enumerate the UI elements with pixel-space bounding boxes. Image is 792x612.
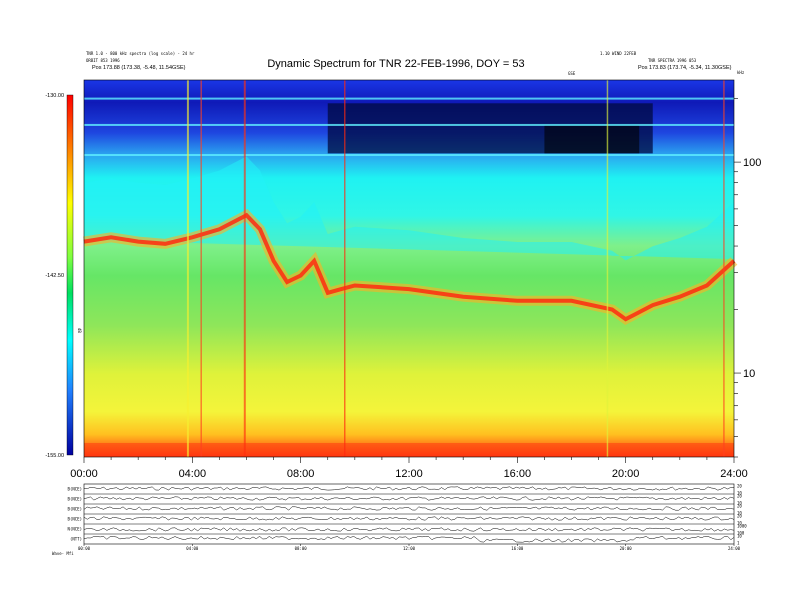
series-tick-label: 10: [737, 534, 742, 539]
series-label: B(NCE): [68, 497, 82, 502]
series-line: [83, 535, 735, 543]
series-label: B(NCE): [68, 517, 82, 522]
colorbar-unit: dB: [77, 328, 82, 333]
left-info-1: TNR 1.0 - 800 kHz spectra (log scale) - …: [86, 51, 195, 56]
series-label: (NTT): [70, 537, 82, 542]
series-tick-label: 20: [737, 504, 742, 509]
frequency-axis: 10 100 kHz: [734, 70, 761, 458]
left-position: Pos 173.88 (173.38, -5.48, 11.54GSE): [92, 65, 186, 71]
left-info-2: ORBIT 853 1996: [86, 58, 120, 63]
right-position: Pos 173.83 (173.74, -5.34, 11.30GSE): [638, 65, 732, 71]
series-tick-label: 1: [737, 541, 740, 546]
x-tick-label: 08:00: [287, 468, 315, 480]
colorbar-tick-label: -155.00: [45, 453, 64, 459]
x-tick-label: 04:00: [179, 468, 207, 480]
series-tick-label: 10: [737, 521, 742, 526]
colorbar-tick-label: -142.50: [45, 273, 64, 279]
colorbar: -130.00 -142.50 -155.00 dB: [45, 93, 82, 459]
x-tick-label: 24:00: [720, 468, 748, 480]
x-tick-label: 00:00: [70, 468, 98, 480]
bottom-x-tick-label: 04:00: [186, 546, 199, 551]
series-tick-label: 10: [737, 491, 742, 496]
y-tick-label: 10: [743, 368, 755, 380]
footer-label: Wave- Mfi: [52, 551, 74, 556]
timeseries-frame: [83, 483, 735, 545]
bottom-x-tick-label: 16:00: [511, 546, 524, 551]
series-label: B(NCE): [68, 507, 82, 512]
spectrogram-chart: 10 100 kHz 00:00 04:00 08:00 12:00 16:00 20:00 24…: [45, 70, 761, 480]
timeseries-group: B(NCE)2010B(NCE)2010B(NCE)2010B(NCE)2010…: [52, 484, 747, 557]
plasma-line: [83, 212, 736, 322]
series-tick-label: 100: [737, 531, 745, 536]
series-tick-label: 1000: [737, 524, 747, 529]
gse-label: GSE: [568, 71, 576, 76]
colorbar-tick-label: -130.00: [45, 93, 64, 99]
series-tick-label: 20: [737, 484, 742, 489]
series-line: [83, 506, 735, 511]
y-tick-label: 100: [743, 157, 761, 169]
x-tick-label: 12:00: [395, 468, 423, 480]
series-line: [83, 486, 735, 491]
bottom-x-tick-label: 12:00: [403, 546, 416, 551]
bottom-x-tick-label: 20:00: [620, 546, 633, 551]
series-tick-label: 20: [737, 514, 742, 519]
x-tick-label: 20:00: [612, 468, 640, 480]
series-tick-label: 20: [737, 494, 742, 499]
series-line: [83, 527, 735, 532]
series-tick-label: 10: [737, 501, 742, 506]
chart-title: Dynamic Spectrum for TNR 22-FEB-1996, DO…: [267, 58, 525, 70]
bottom-x-tick-label: 24:00: [728, 546, 741, 551]
bottom-x-tick-label: 00:00: [78, 546, 91, 551]
right-info-1: 1.10 WIND 22FEB: [600, 51, 637, 56]
series-tick-label: 10: [737, 511, 742, 516]
series-label: N(NCE): [68, 527, 82, 532]
series-label: B(NCE): [68, 487, 82, 492]
series-line: [83, 516, 735, 521]
series-line: [83, 496, 735, 501]
right-info-2: TNR SPECTRA 1996 053: [648, 58, 697, 63]
x-tick-label: 16:00: [504, 468, 532, 480]
time-axis: 00:00 04:00 08:00 12:00 16:00 20:00 24:00: [70, 457, 748, 480]
y-axis-unit: kHz: [737, 70, 745, 75]
bottom-x-tick-label: 08:00: [295, 546, 308, 551]
